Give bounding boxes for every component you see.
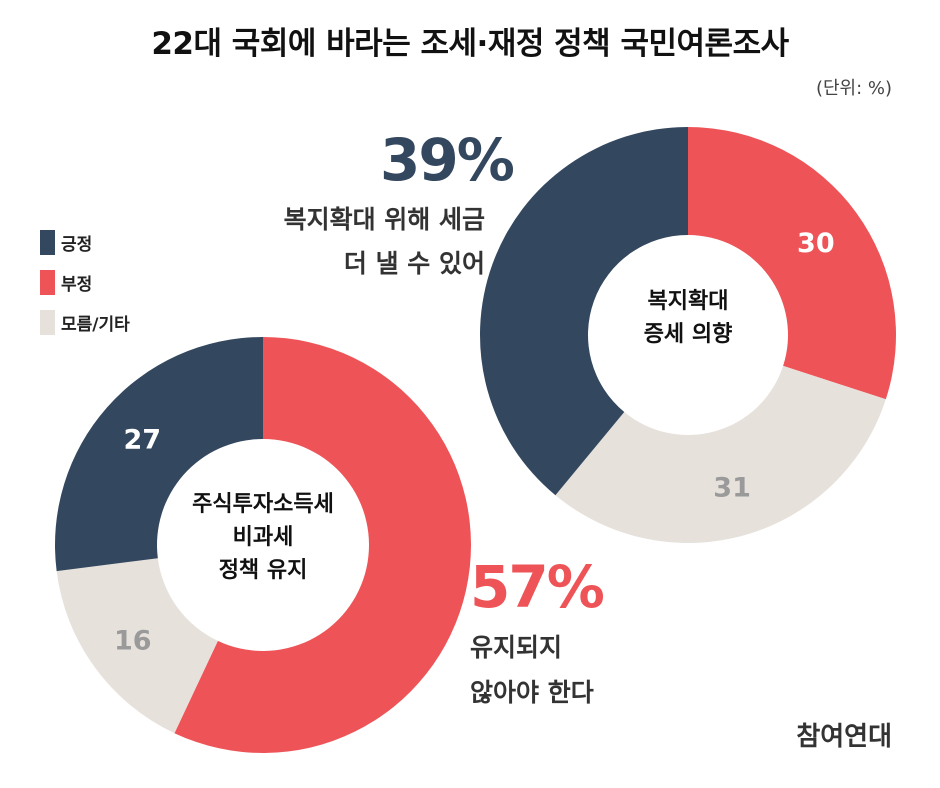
legend-label-negative: 부정	[61, 274, 93, 295]
legend-swatch-negative	[40, 269, 55, 295]
chart1-center-line2: 증세 의향	[643, 322, 733, 347]
chart1-caption-line2: 더 낼 수 있어	[343, 249, 485, 278]
chart2-value-label-positive: 27	[123, 425, 161, 456]
legend-swatch-unknown	[40, 309, 55, 335]
chart1-slice-negative	[688, 127, 896, 400]
chart2-center-label: 주식투자소득세 비과세 정책 유지	[158, 488, 368, 587]
chart1-caption-line1: 복지확대 위해 세금	[283, 205, 485, 234]
brand-logo: 참여연대	[796, 722, 892, 752]
chart1-slice-unknown	[555, 365, 886, 543]
legend-item-positive: 긍정	[40, 222, 130, 262]
chart2-slice-positive	[54, 337, 263, 572]
unit-label: (단위: %)	[815, 78, 892, 99]
legend-item-unknown: 모름/기타	[40, 302, 130, 342]
chart1-center-label: 복지확대 증세 의향	[588, 285, 788, 351]
chart-title: 22대 국회에 바라는 조세·재정 정책 국민여론조사	[151, 26, 789, 62]
chart2-slice-unknown	[56, 558, 218, 734]
chart2-center-line1: 주식투자소득세	[192, 492, 334, 517]
chart2-slice-negative	[174, 337, 471, 754]
chart2-center-line3: 정책 유지	[218, 558, 308, 583]
legend-item-negative: 부정	[40, 262, 130, 302]
chart1-center-line1: 복지확대	[647, 289, 729, 314]
chart2-highlight-percent: 57%	[470, 553, 605, 621]
legend: 긍정 부정 모름/기타	[40, 222, 130, 342]
legend-label-positive: 긍정	[61, 234, 93, 255]
chart1-value-label-negative: 30	[797, 228, 835, 259]
chart2-caption-line2: 않아야 한다	[470, 678, 594, 707]
chart1-highlight-percent: 39%	[380, 126, 515, 194]
legend-label-unknown: 모름/기타	[61, 314, 130, 335]
legend-swatch-positive	[40, 229, 55, 255]
chart2-center-line2: 비과세	[232, 525, 294, 550]
chart2-value-label-unknown: 16	[114, 626, 152, 657]
chart1-value-label-unknown: 31	[713, 473, 751, 504]
chart1-slice-positive	[480, 126, 688, 496]
chart2-caption-line1: 유지되지	[470, 633, 563, 662]
